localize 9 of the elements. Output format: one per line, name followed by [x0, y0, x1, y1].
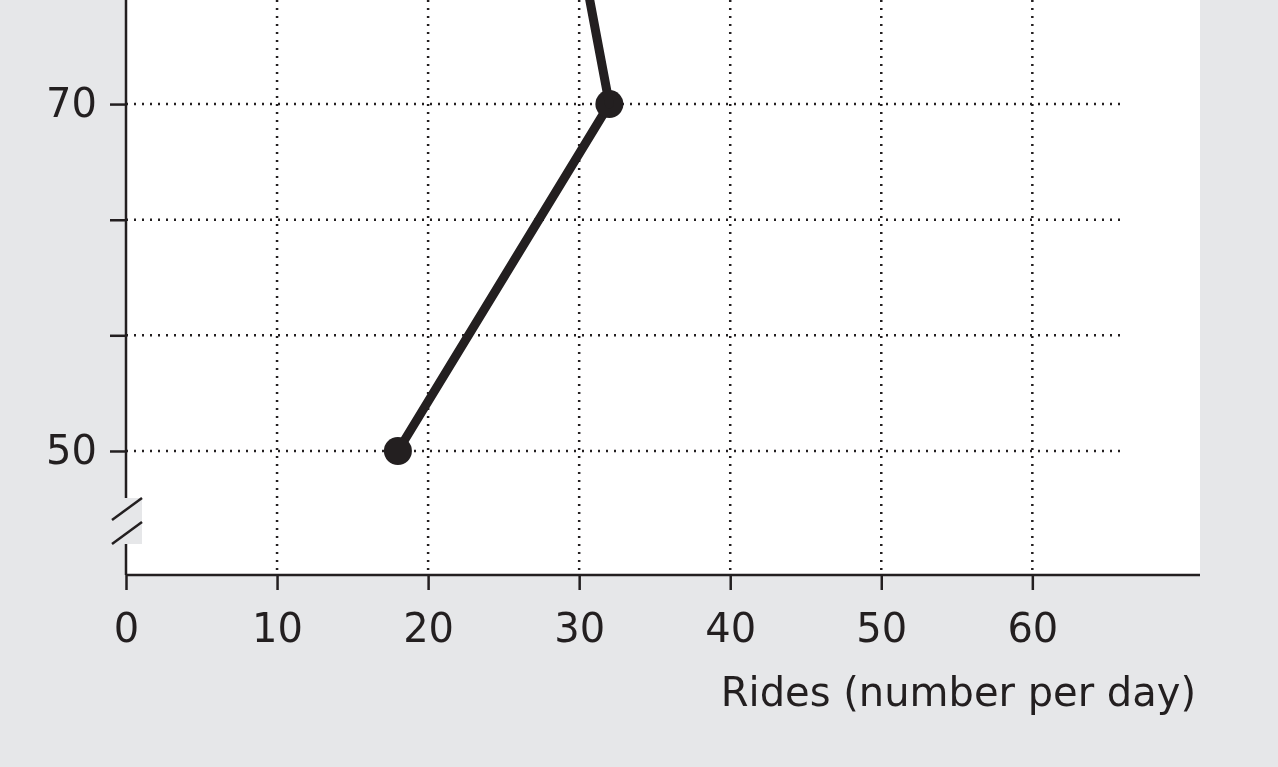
y-tick-label: 70 [46, 80, 97, 127]
x-tick-label: 30 [554, 605, 606, 652]
x-axis-title: Rides (number per day) [720, 669, 1196, 715]
x-tick-label: 20 [403, 605, 455, 652]
x-tick-label: 0 [113, 605, 140, 652]
x-tick-label: 60 [1007, 605, 1059, 652]
x-tick-label: 50 [856, 605, 908, 652]
x-tick-label: 40 [705, 605, 757, 652]
x-tick-label: 10 [252, 605, 304, 652]
